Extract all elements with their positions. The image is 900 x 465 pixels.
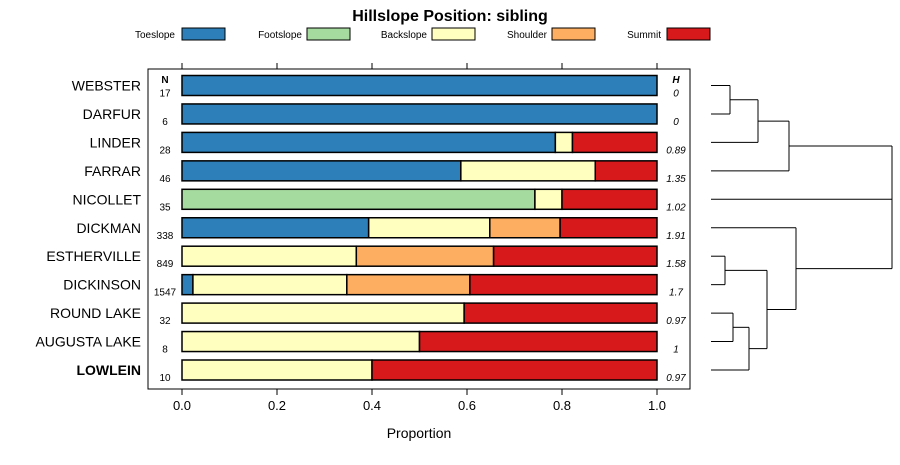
h-column-header: H: [672, 75, 680, 86]
bar-dickinson-summit: [469, 273, 658, 296]
y-label-estherville: ESTHERVILLE: [46, 248, 141, 264]
legend-swatch-summit: [666, 27, 711, 41]
h-value-estherville: 1.58: [666, 259, 686, 270]
legend-label-backslope: Backslope: [381, 30, 428, 41]
bars: [181, 74, 658, 381]
bar-nicollet-backslope: [534, 188, 563, 211]
bar-nicollet-summit: [561, 188, 658, 211]
bar-estherville-shoulder: [355, 245, 495, 267]
y-label-lowlein: LOWLEIN: [76, 362, 141, 378]
chart-title: Hillslope Position: sibling: [352, 8, 548, 25]
h-value-augusta-lake: 1: [673, 345, 679, 356]
bar-farrar-backslope: [460, 160, 597, 182]
h-value-farrar: 1.35: [666, 174, 686, 185]
bar-round-lake-backslope: [181, 302, 465, 324]
x-tick-label: 0.6: [458, 398, 476, 413]
y-axis-labels: WEBSTER DARFUR LINDER FARRAR NICOLLET DICKMAN…: [35, 78, 141, 379]
legend-swatch-footslope: [306, 27, 351, 41]
x-tick-label: 1.0: [648, 398, 666, 413]
bar-nicollet-footslope: [181, 188, 536, 211]
h-value-lowlein: 0.97: [666, 373, 686, 384]
n-column-header: N: [161, 75, 168, 86]
y-label-dickinson: DICKINSON: [63, 277, 141, 293]
n-value-linder: 28: [159, 145, 171, 156]
legend-swatch-toeslope: [181, 27, 226, 41]
h-value-dickman: 1.91: [666, 231, 685, 242]
x-axis: 0.0 0.2 0.4 0.6 0.8 1.0: [173, 63, 666, 413]
y-label-webster: WEBSTER: [72, 78, 141, 94]
bar-dickinson-backslope: [192, 273, 348, 296]
y-label-round-lake: ROUND LAKE: [50, 305, 141, 321]
bar-dickinson-toeslope: [181, 273, 194, 296]
bar-dickinson-shoulder: [346, 273, 471, 296]
h-value-darfur: 0: [673, 117, 679, 128]
x-axis-title: Proportion: [387, 425, 452, 441]
n-value-dickman: 338: [157, 231, 174, 242]
legend-label-footslope: Footslope: [258, 30, 302, 41]
n-value-dickinson: 1547: [154, 288, 177, 299]
dendrogram: [711, 85, 893, 371]
bar-estherville-backslope: [181, 245, 358, 267]
n-value-round-lake: 32: [159, 316, 171, 327]
bar-darfur-toeslope: [181, 103, 658, 125]
y-label-nicollet: NICOLLET: [73, 191, 142, 207]
bar-dickman-toeslope: [181, 217, 370, 239]
bar-lowlein-backslope: [181, 359, 373, 381]
bar-webster-toeslope: [181, 74, 658, 97]
n-value-nicollet: 35: [159, 202, 171, 213]
n-value-farrar: 46: [159, 174, 171, 185]
legend-swatch-shoulder: [551, 27, 596, 41]
bar-dickman-shoulder: [489, 217, 561, 239]
legend: Toeslope Footslope Backslope Shoulder Summit: [135, 27, 711, 41]
h-value-round-lake: 0.97: [666, 316, 686, 327]
y-label-farrar: FARRAR: [84, 163, 141, 179]
bar-dickman-summit: [559, 217, 658, 239]
h-value-dickinson: 1.7: [669, 288, 683, 299]
bar-augusta-lake-backslope: [181, 330, 421, 353]
n-value-darfur: 6: [162, 117, 168, 128]
bar-dickman-backslope: [367, 217, 491, 239]
n-column: 17 6 28 46 35 338 849 1547 32 8 10: [154, 89, 177, 385]
bar-linder-summit: [571, 131, 658, 154]
y-label-linder: LINDER: [90, 134, 141, 150]
legend-label-summit: Summit: [627, 30, 661, 41]
bar-farrar-summit: [594, 160, 658, 182]
legend-swatch-backslope: [431, 27, 476, 41]
x-tick-label: 0.8: [553, 398, 571, 413]
x-tick-label: 0.2: [268, 398, 286, 413]
n-value-estherville: 849: [157, 259, 174, 270]
bar-linder-backslope: [554, 131, 574, 154]
bar-linder-toeslope: [181, 131, 557, 154]
bar-augusta-lake-summit: [418, 330, 658, 353]
legend-label-shoulder: Shoulder: [507, 30, 548, 41]
n-value-augusta-lake: 8: [162, 345, 168, 356]
legend-label-toeslope: Toeslope: [135, 30, 175, 41]
bar-estherville-summit: [492, 245, 658, 267]
h-value-nicollet: 1.02: [666, 202, 686, 213]
y-label-augusta-lake: AUGUSTA LAKE: [35, 334, 141, 350]
bar-lowlein-summit: [371, 359, 658, 381]
bar-round-lake-summit: [463, 302, 658, 324]
plot-panel: [147, 68, 691, 390]
x-tick-label: 0.4: [363, 398, 381, 413]
x-tick-label: 0.0: [173, 398, 191, 413]
n-value-webster: 17: [159, 89, 171, 100]
y-label-dickman: DICKMAN: [76, 220, 141, 236]
h-column: 0 0 0.89 1.35 1.02 1.91 1.58 1.7 0.97 1 0.97: [666, 89, 686, 385]
h-value-linder: 0.89: [666, 145, 686, 156]
bar-farrar-toeslope: [181, 160, 462, 182]
y-label-darfur: DARFUR: [83, 106, 141, 122]
n-value-lowlein: 10: [159, 373, 171, 384]
h-value-webster: 0: [673, 89, 679, 100]
